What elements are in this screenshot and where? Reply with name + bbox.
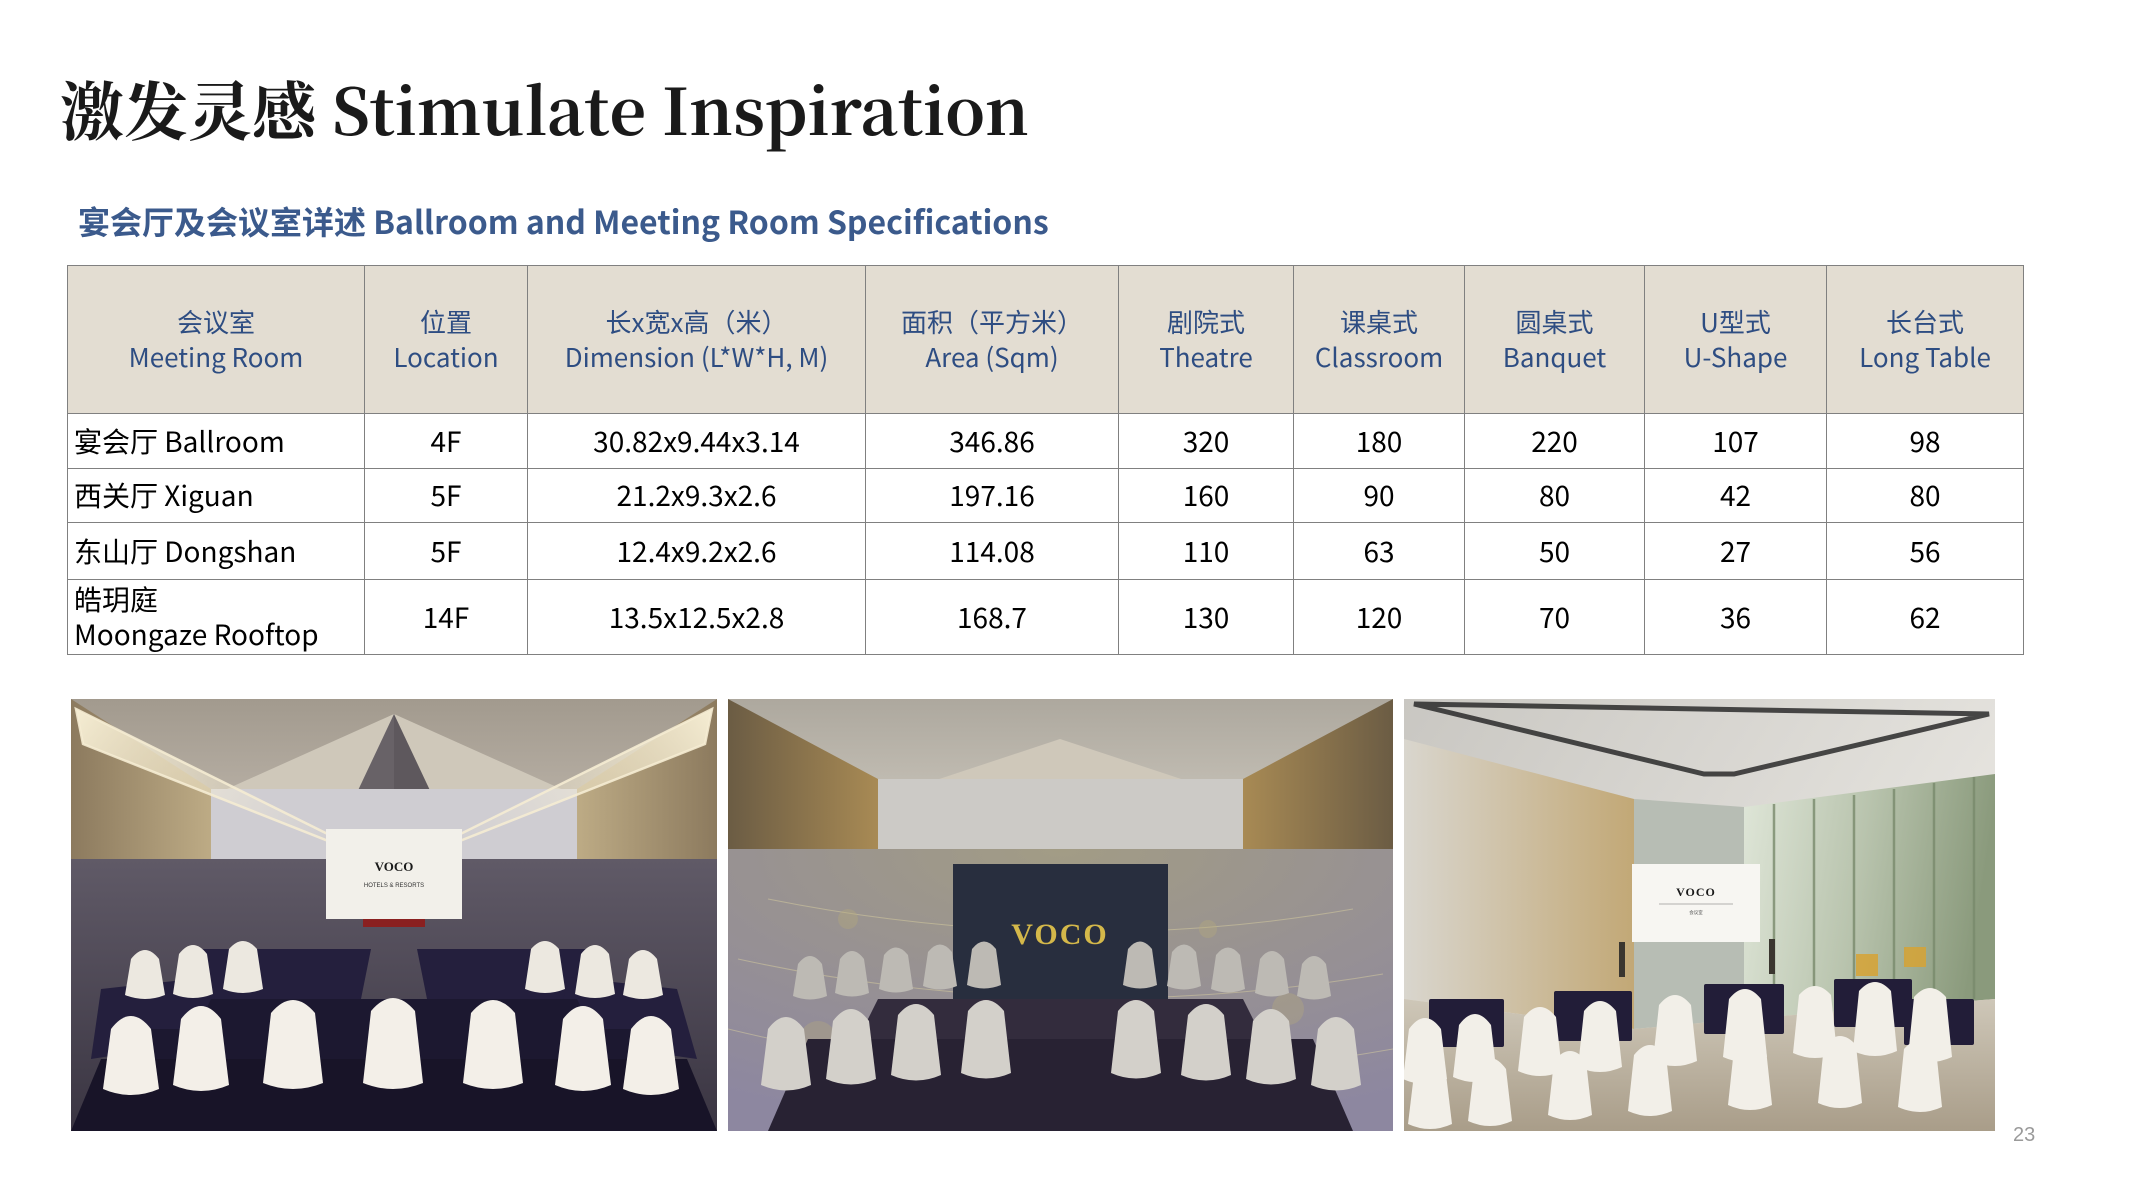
svg-text:VOCO: VOCO <box>1676 885 1716 899</box>
svg-text:HOTELS & RESORTS: HOTELS & RESORTS <box>364 883 424 889</box>
svg-text:会议室: 会议室 <box>1689 909 1703 916</box>
svg-text:VOCO: VOCO <box>375 859 414 874</box>
svg-text:VOCO: VOCO <box>1011 918 1108 951</box>
